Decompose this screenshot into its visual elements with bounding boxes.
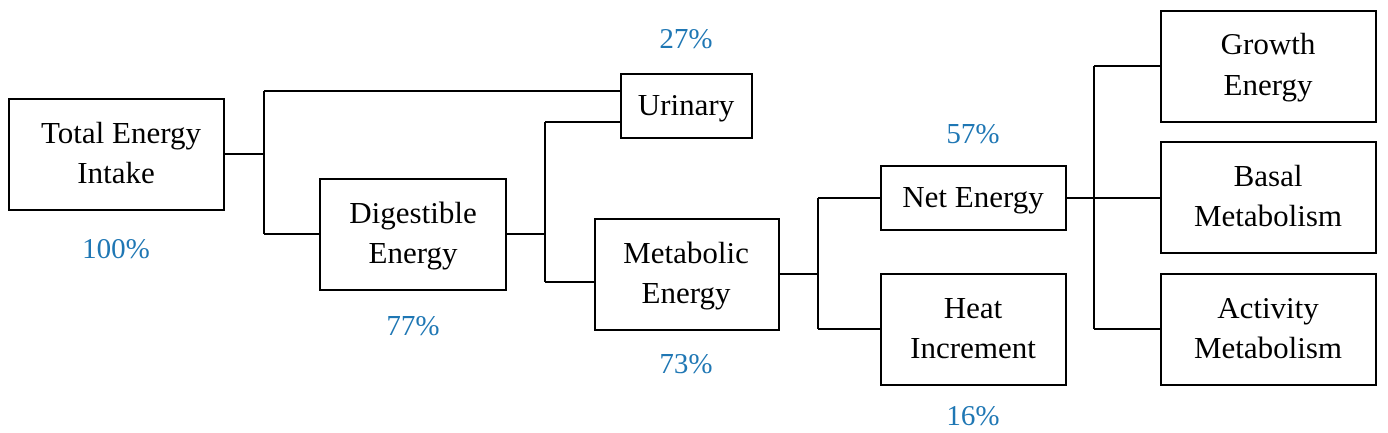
node-heat-increment: Heat Increment (880, 273, 1067, 386)
heat-increment-label-line1: Heat (944, 290, 1003, 325)
urinary-label: Urinary (638, 87, 735, 122)
urinary-percent: 27% (659, 23, 712, 55)
connector-digestible-to-branch (506, 121, 621, 283)
growth-energy-label-line1: Growth (1221, 26, 1316, 61)
connector-metabolic-to-branch (779, 197, 881, 330)
digestible-energy-label-line2: Energy (369, 235, 458, 270)
node-urinary: Urinary (620, 73, 753, 139)
metabolic-energy-percent: 73% (659, 348, 712, 380)
connectors (224, 65, 1161, 330)
node-metabolic-energy: Metabolic Energy (594, 218, 780, 331)
node-total-energy-intake: Total Energy Intake (8, 98, 225, 211)
net-energy-percent: 57% (946, 118, 999, 150)
total-energy-intake-label-line1: Total Energy (41, 115, 201, 150)
digestible-energy-label-line1: Digestible (349, 195, 476, 230)
connector-total-to-branch (224, 90, 621, 235)
heat-increment-label-line2: Increment (910, 330, 1036, 365)
total-energy-intake-percent: 100% (82, 233, 150, 265)
digestible-energy-percent: 77% (386, 310, 439, 342)
metabolic-energy-label-line2: Energy (642, 275, 731, 310)
total-energy-intake-label-line2: Intake (77, 155, 154, 190)
growth-energy-label-line2: Energy (1224, 67, 1313, 102)
node-net-energy: Net Energy (880, 165, 1067, 231)
metabolic-energy-label-line1: Metabolic (623, 235, 749, 270)
net-energy-label: Net Energy (902, 179, 1044, 214)
node-digestible-energy: Digestible Energy (319, 178, 507, 291)
node-activity-metabolism: Activity Metabolism (1160, 273, 1377, 386)
node-growth-energy: Growth Energy (1160, 10, 1377, 123)
activity-metabolism-label-line2: Metabolism (1194, 330, 1342, 365)
basal-metabolism-label-line1: Basal (1234, 158, 1303, 193)
basal-metabolism-label-line2: Metabolism (1194, 198, 1342, 233)
node-basal-metabolism: Basal Metabolism (1160, 141, 1377, 254)
heat-increment-percent: 16% (946, 400, 999, 432)
connector-net-to-branch (1066, 65, 1161, 330)
activity-metabolism-label-line1: Activity (1217, 290, 1319, 325)
